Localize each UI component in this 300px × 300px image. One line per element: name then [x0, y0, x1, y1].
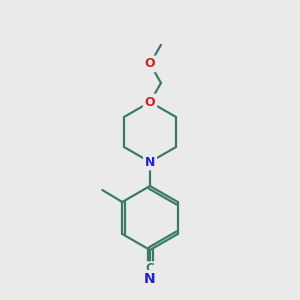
Text: N: N [145, 155, 155, 169]
Text: N: N [144, 272, 156, 286]
Text: O: O [145, 95, 155, 109]
Text: C: C [146, 262, 154, 275]
Text: O: O [145, 57, 155, 70]
